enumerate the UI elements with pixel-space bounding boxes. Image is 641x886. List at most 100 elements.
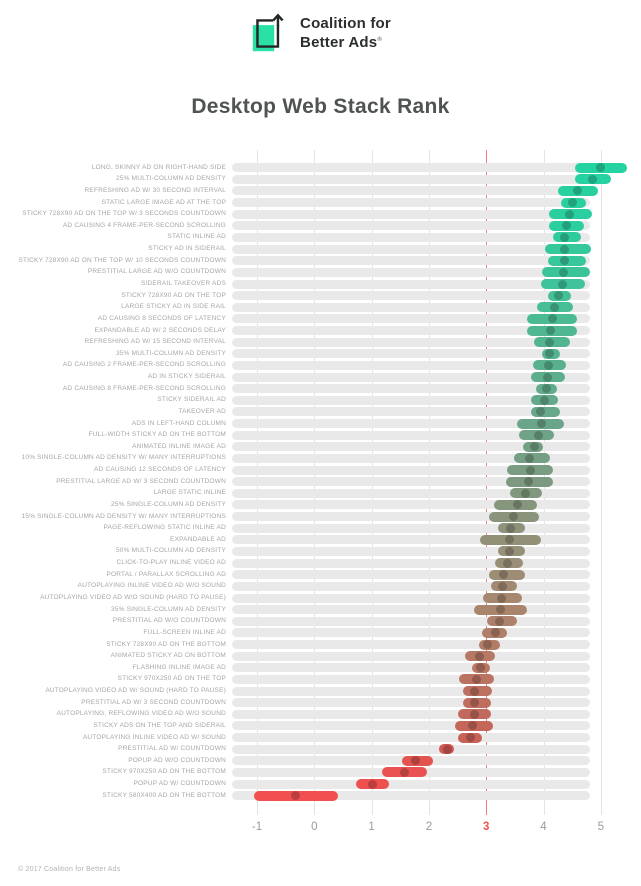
registered-mark: ® <box>377 36 382 43</box>
row-label: AD CAUSING 12 SECONDS OF LATENCY <box>94 466 226 474</box>
row-track <box>232 267 590 277</box>
median-dot <box>504 546 514 556</box>
row-label: CLICK-TO-PLAY INLINE VIDEO AD <box>116 559 226 567</box>
row-label: POPUP AD W/ COUNTDOWN <box>133 780 226 788</box>
row-track <box>232 453 590 463</box>
row-track <box>232 302 590 312</box>
row-label: AD CAUSING 8 SECONDS OF LATENCY <box>97 314 226 322</box>
median-dot <box>291 791 301 801</box>
median-dot <box>411 756 421 766</box>
row-track <box>232 698 590 708</box>
row-label: STICKY 728X90 AD ON THE TOP W/ 3 SECONDS… <box>22 210 226 218</box>
row-label: AD IN STICKY SIDERAIL <box>147 373 226 381</box>
row-label: PRESTITIAL LARGE AD W/O COUNTDOWN <box>87 268 226 276</box>
row-label: FULL-WIDTH STICKY AD ON THE BOTTOM <box>88 431 226 439</box>
row-track <box>232 488 590 498</box>
median-dot <box>561 221 571 231</box>
median-dot <box>567 198 577 208</box>
median-dot <box>482 640 492 650</box>
row-track <box>232 430 590 440</box>
row-track <box>232 686 590 696</box>
median-dot <box>467 721 477 731</box>
row-track <box>232 721 590 731</box>
row-track <box>232 372 590 382</box>
median-dot <box>559 256 569 266</box>
median-dot <box>559 267 569 277</box>
row-label: STICKY 728X90 AD ON THE TOP <box>121 291 226 299</box>
row-track <box>232 581 590 591</box>
row-track <box>232 779 590 789</box>
row-label: STICKY SIDERAIL AD <box>157 396 226 404</box>
row-label: 10% SINGLE-COLUMN AD DENSITY W/ MANY INT… <box>21 454 226 462</box>
median-dot <box>520 488 530 498</box>
row-track <box>232 232 590 242</box>
row-label: PAGE-REFLOWING STATIC INLINE AD <box>103 524 226 532</box>
row-label: STICKY ADS ON THE TOP AND SIDERAIL <box>93 721 226 729</box>
median-dot <box>495 616 505 626</box>
median-dot <box>546 326 556 336</box>
coalition-logo-text: Coalition for Better Ads® <box>300 15 391 53</box>
row-track <box>232 500 590 510</box>
row-label: 15% SINGLE-COLUMN AD DENSITY W/ MANY INT… <box>21 512 226 520</box>
median-dot <box>399 767 409 777</box>
row-track <box>232 279 590 289</box>
row-track <box>232 791 590 801</box>
median-dot <box>526 465 536 475</box>
row-track <box>232 535 590 545</box>
median-dot <box>498 581 508 591</box>
x-axis-tick: 0 <box>311 821 318 833</box>
page-title: Desktop Web Stack Rank <box>191 95 450 118</box>
row-label: PRESTITIAL AD W/ COUNTDOWN <box>118 745 226 753</box>
median-dot <box>368 779 378 789</box>
median-dot <box>471 674 481 684</box>
row-track <box>232 593 590 603</box>
row-label: ANIMATED INLINE IMAGE AD <box>132 442 226 450</box>
median-dot <box>573 186 583 196</box>
row-label: AD CAUSING 2 FRAME-PER-SECOND SCROLLING <box>62 361 226 369</box>
row-track <box>232 558 590 568</box>
row-track <box>232 477 590 487</box>
row-label: REFRESHING AD W/ 15 SECOND INTERVAL <box>84 338 226 346</box>
row-label: AD CAUSING 4 FRAME-PER-SECOND SCROLLING <box>62 221 226 229</box>
row-track <box>232 291 590 301</box>
median-dot <box>539 395 549 405</box>
median-dot <box>535 407 545 417</box>
row-track <box>232 314 590 324</box>
gridline <box>600 150 602 815</box>
row-track <box>232 663 590 673</box>
row-label: STICKY 728X90 AD ON THE TOP W/ 10 SECOND… <box>18 256 226 264</box>
row-label: LARGE STATIC INLINE <box>153 489 226 497</box>
median-dot <box>587 174 597 184</box>
row-label: AUTOPLAYING, REFLOWING VIDEO AD W/O SOUN… <box>56 710 226 718</box>
row-track <box>232 546 590 556</box>
row-label: 50% MULTI-COLUMN AD DENSITY <box>115 547 226 555</box>
median-dot <box>496 593 506 603</box>
x-axis-tick: -1 <box>251 821 263 833</box>
median-dot <box>442 744 452 754</box>
row-track <box>232 651 590 661</box>
row-label: 25% MULTI-COLUMN AD DENSITY <box>115 175 226 183</box>
median-dot <box>553 291 563 301</box>
row-label: AUTOPLAYING INLINE VIDEO AD W/O SOUND <box>77 582 226 590</box>
coalition-logo-icon <box>252 13 284 52</box>
row-label: REFRESHING AD W/ 30 SECOND INTERVAL <box>84 186 226 194</box>
median-dot <box>466 733 476 743</box>
median-dot <box>558 279 568 289</box>
row-track <box>232 744 590 754</box>
row-track <box>232 605 590 615</box>
median-dot <box>470 698 480 708</box>
median-dot <box>469 709 479 719</box>
row-track <box>232 337 590 347</box>
row-track <box>232 640 590 650</box>
row-label: TAKEOVER AD <box>178 407 226 415</box>
row-label: STICKY 580X400 AD ON THE BOTTOM <box>102 791 226 799</box>
logo-line-2: Better Ads® <box>300 33 382 51</box>
row-label: 25% SINGLE-COLUMN AD DENSITY <box>110 500 226 508</box>
row-track <box>232 674 590 684</box>
row-track <box>232 174 590 184</box>
row-track <box>232 616 590 626</box>
row-label: STICKY 728X90 AD ON THE BOTTOM <box>106 640 226 648</box>
median-dot <box>504 535 514 545</box>
row-track <box>232 360 590 370</box>
median-dot <box>505 523 515 533</box>
